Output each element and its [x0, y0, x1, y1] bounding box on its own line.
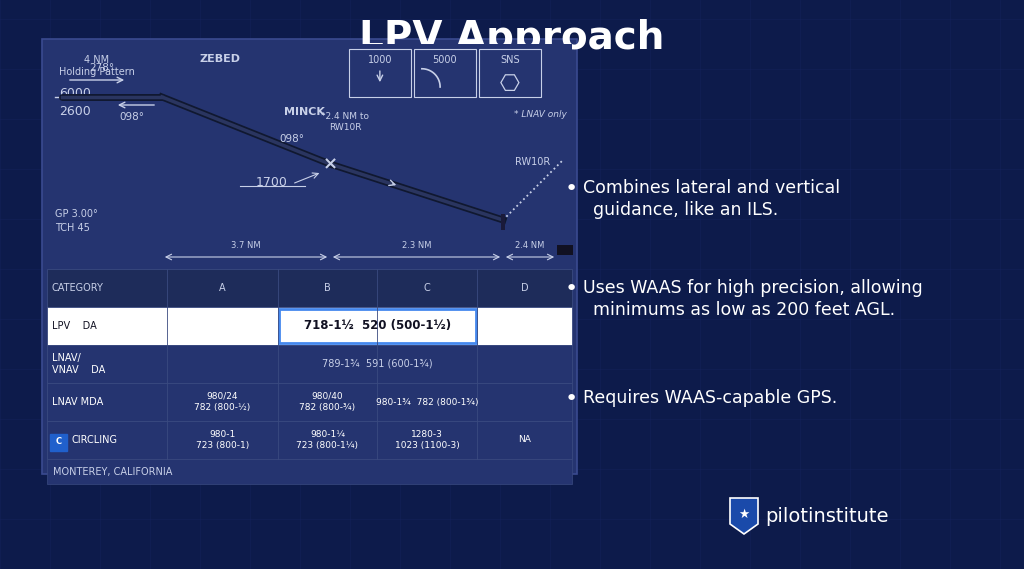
Bar	[414, 49, 476, 97]
Text: •: •	[565, 179, 579, 199]
Text: 3.7 NM: 3.7 NM	[231, 241, 261, 249]
Text: LPV Approach: LPV Approach	[359, 19, 665, 57]
Text: ×: ×	[323, 155, 338, 173]
Polygon shape	[730, 498, 758, 534]
Bar	[47, 307, 572, 345]
Text: Requires WAAS-capable GPS.: Requires WAAS-capable GPS.	[583, 389, 838, 407]
Text: 980-1¾  782 (800-1¾): 980-1¾ 782 (800-1¾)	[376, 398, 478, 406]
Text: ZEBED: ZEBED	[200, 54, 241, 64]
Text: CATEGORY: CATEGORY	[52, 283, 103, 293]
Text: 098°: 098°	[280, 134, 304, 144]
Bar	[47, 44, 572, 269]
Text: 980-1¼
723 (800-1¼): 980-1¼ 723 (800-1¼)	[297, 430, 358, 450]
Text: RW10R: RW10R	[515, 157, 551, 167]
Text: MONTEREY, CALIFORNIA: MONTEREY, CALIFORNIA	[53, 467, 172, 477]
Bar	[47, 269, 572, 307]
Text: 6000: 6000	[59, 86, 91, 100]
Text: 2.4 NM: 2.4 NM	[515, 241, 545, 249]
Text: 278°: 278°	[89, 63, 115, 73]
Text: *2.4 NM to
RW10R: *2.4 NM to RW10R	[321, 112, 369, 131]
Text: 1000: 1000	[368, 55, 392, 64]
Text: LNAV/
VNAV    DA: LNAV/ VNAV DA	[52, 353, 105, 375]
Text: * LNAV only: * LNAV only	[514, 109, 567, 118]
Text: NA: NA	[518, 435, 530, 444]
Text: 980/40
782 (800-¾): 980/40 782 (800-¾)	[299, 392, 355, 412]
Bar	[47, 383, 572, 421]
Text: ★: ★	[738, 508, 750, 521]
Text: GP 3.00°
TCH 45: GP 3.00° TCH 45	[55, 209, 97, 233]
Text: 1700: 1700	[256, 175, 288, 188]
Bar	[349, 49, 411, 97]
Text: 2.3 NM: 2.3 NM	[401, 241, 431, 249]
Text: A: A	[219, 283, 226, 293]
Text: 1280-3
1023 (1100-3): 1280-3 1023 (1100-3)	[394, 430, 460, 450]
Bar	[557, 245, 573, 255]
Text: B: B	[325, 283, 331, 293]
Text: Combines lateral and vertical: Combines lateral and vertical	[583, 179, 840, 197]
Text: C: C	[55, 438, 61, 447]
Text: Uses WAAS for high precision, allowing: Uses WAAS for high precision, allowing	[583, 279, 923, 297]
Text: LPV    DA: LPV DA	[52, 321, 96, 331]
Bar	[479, 49, 541, 97]
Text: 980/24
782 (800-½): 980/24 782 (800-½)	[195, 392, 251, 412]
Text: •: •	[565, 389, 579, 409]
Text: 5000: 5000	[432, 55, 457, 64]
Text: MINCK: MINCK	[284, 107, 325, 117]
Text: 098°: 098°	[120, 112, 144, 122]
Bar	[47, 345, 572, 383]
Bar	[47, 459, 572, 484]
Text: 2600: 2600	[59, 105, 91, 118]
Text: CIRCLING: CIRCLING	[72, 435, 118, 445]
Bar	[42, 39, 577, 474]
Text: LNAV MDA: LNAV MDA	[52, 397, 103, 407]
Text: 789-1¾  591 (600-1¾): 789-1¾ 591 (600-1¾)	[323, 359, 433, 369]
Text: SNS: SNS	[500, 55, 520, 64]
Bar	[50, 434, 67, 451]
Bar	[501, 214, 505, 230]
Bar	[47, 421, 572, 459]
Text: pilotinstitute: pilotinstitute	[765, 506, 889, 526]
Text: minimums as low as 200 feet AGL.: minimums as low as 200 feet AGL.	[593, 301, 895, 319]
Text: 4 NM
Holding Pattern: 4 NM Holding Pattern	[59, 55, 135, 77]
Text: guidance, like an ILS.: guidance, like an ILS.	[593, 201, 778, 219]
Text: 718-1½  520 (500-1½): 718-1½ 520 (500-1½)	[304, 320, 451, 332]
Text: D: D	[520, 283, 528, 293]
Text: C: C	[424, 283, 430, 293]
Text: 980-1
723 (800-1): 980-1 723 (800-1)	[196, 430, 249, 450]
Bar	[279, 309, 476, 343]
Text: •: •	[565, 279, 579, 299]
